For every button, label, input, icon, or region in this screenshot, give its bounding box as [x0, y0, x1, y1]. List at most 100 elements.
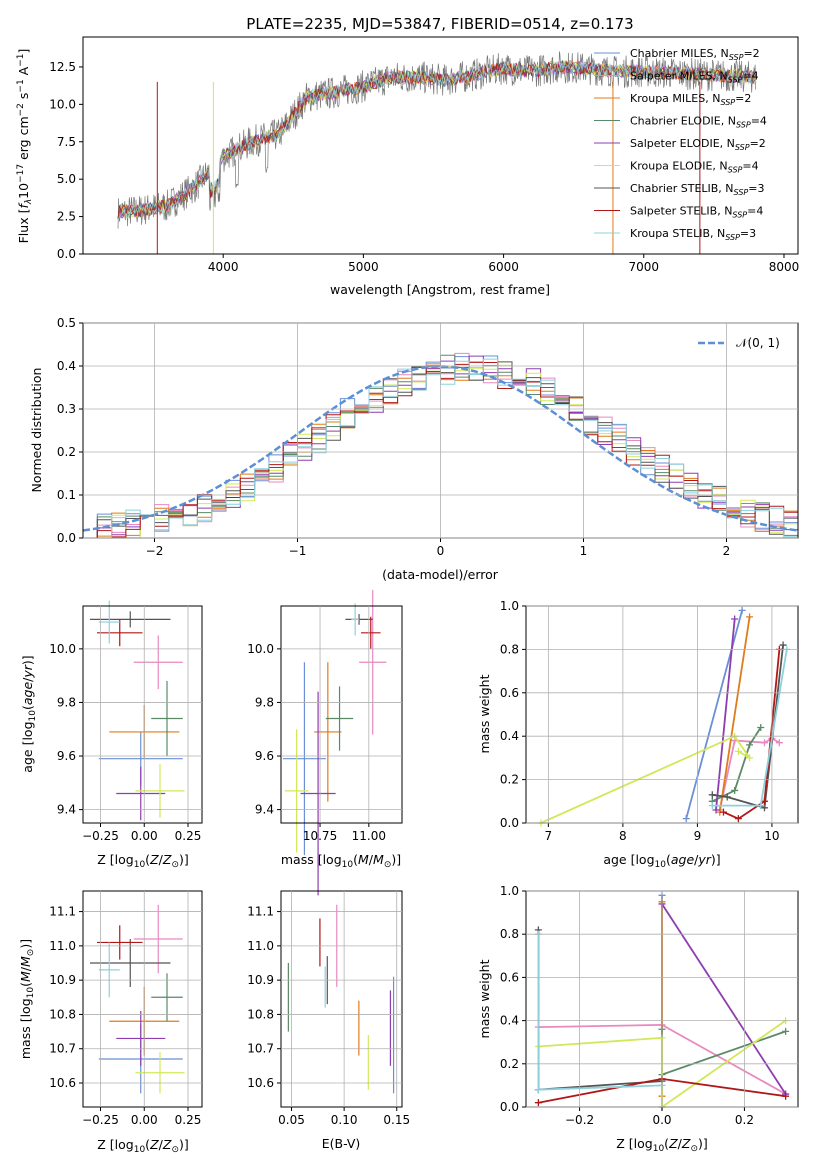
mass-weight-marker	[757, 802, 765, 810]
mass-weight-marker	[731, 615, 739, 623]
mass-weight-marker	[746, 741, 754, 749]
x-tick-label: 0.00	[131, 829, 158, 843]
y-tick-label: 9.8	[57, 695, 76, 709]
x-tick-label: −1	[289, 544, 307, 558]
mass-weight-marker	[534, 1099, 542, 1107]
residual-y-label: Normed distribution	[29, 368, 44, 493]
y-tick-label: 9.8	[255, 695, 274, 709]
spectrum-title: PLATE=2235, MJD=53847, FIBERID=0514, z=0…	[246, 15, 633, 33]
mass-vs-ebv-x-label: E(B-V)	[322, 1136, 361, 1151]
legend-label: Kroupa STELIB, NSSP=3	[630, 227, 756, 242]
y-tick-label: 10.0	[49, 642, 76, 656]
x-tick-label: 8000	[769, 260, 800, 274]
spectrum-x-label: wavelength [Angstrom, rest frame]	[330, 282, 550, 297]
mass-weight-marker	[731, 786, 739, 794]
mass-vs-z-panel: −0.25 0.00 0.25 10.6 10.7 10.8 10.9 11.0 11.1 Z …	[18, 890, 203, 1155]
y-tick-label: 10.7	[247, 1042, 274, 1056]
y-tick-label: 0.0	[500, 816, 519, 830]
mass-vs-ebv-axes-frame	[280, 890, 403, 1108]
x-tick-label: −2	[146, 544, 164, 558]
x-tick-label: 8	[619, 829, 627, 843]
mass-weight-marker	[746, 613, 754, 621]
normal-legend-label: 𝒩(0, 1)	[736, 336, 780, 350]
mass-weight-marker	[760, 739, 768, 747]
legend-label: Salpeter ELODIE, NSSP=2	[630, 137, 766, 152]
legend-label: Salpeter MILES, NSSP=4	[630, 70, 759, 85]
age-vs-z-panel: −0.25 0.00 0.25 9.4 9.6 9.8 10.0 Z [log10(Z/Z⊙…	[20, 600, 203, 870]
mass-weight-marker	[708, 802, 716, 810]
mass-weight-marker	[782, 1092, 790, 1100]
y-tick-label: 2.5	[57, 210, 76, 224]
weight-vs-age-y-label: mass weight	[477, 674, 492, 753]
residual-legend: 𝒩(0, 1)	[698, 336, 780, 350]
legend-label: Kroupa MILES, NSSP=2	[630, 92, 751, 107]
mass-weight-line	[715, 618, 736, 811]
y-tick-label: 0.0	[57, 531, 76, 545]
y-tick-label: 10.8	[49, 1007, 76, 1021]
residual-x-ticks: −2 −1 0 1 2 0.0 0.1 0.2 0.3 0.4 0.5	[57, 316, 798, 558]
mass-weight-line	[718, 616, 751, 813]
legend-label: Salpeter STELIB, NSSP=4	[630, 205, 763, 220]
weight-vs-z-y-label: mass weight	[477, 959, 492, 1038]
x-tick-label: −0.2	[565, 1113, 594, 1127]
mass-weight-line	[685, 610, 743, 819]
x-tick-label: −0.25	[82, 1113, 119, 1127]
y-tick-label: 9.4	[255, 803, 274, 817]
mass-weight-marker	[534, 1086, 542, 1094]
x-tick-label: 10	[764, 829, 779, 843]
spectrum-x-ticks: 4000 5000 6000 7000 8000 0.0 2.5 5.0 7.5 10.0 12.5	[49, 60, 799, 274]
model-spectrum-line	[117, 60, 757, 219]
mass-weight-line	[661, 903, 787, 1095]
y-tick-label: 0.0	[500, 1100, 519, 1114]
x-tick-label: 10.75	[303, 829, 337, 843]
y-tick-label: 0.2	[500, 1057, 519, 1071]
mass-vs-ebv-panel: 0.05 0.10 0.15 10.6 10.7 10.8 10.9 11.0 11.1 E(B…	[247, 890, 410, 1151]
x-tick-label: 9	[694, 829, 702, 843]
y-tick-label: 0.2	[57, 445, 76, 459]
x-tick-label: 0.15	[383, 1113, 410, 1127]
residual-x-label: (data-model)/error	[382, 567, 499, 582]
y-tick-label: 9.6	[57, 749, 76, 763]
y-tick-label: 10.6	[49, 1076, 76, 1090]
y-tick-label: 9.4	[57, 803, 76, 817]
spectrum-plot-area	[117, 51, 757, 254]
x-tick-label: 0.0	[652, 1113, 671, 1127]
y-tick-label: 1.0	[500, 599, 519, 613]
spectrum-legend: Chabrier MILES, NSSP=2 Salpeter MILES, NS…	[594, 47, 767, 242]
y-tick-label: 11.1	[247, 905, 274, 919]
x-tick-label: 6000	[488, 260, 519, 274]
age-vs-z-axes-frame	[82, 605, 203, 824]
age-vs-z-x-label: Z [log10(Z/Z⊙)]	[97, 852, 189, 870]
y-tick-label: 0.4	[500, 729, 519, 743]
legend-label: Chabrier ELODIE, NSSP=4	[630, 115, 767, 130]
y-tick-label: 0.4	[57, 359, 76, 373]
x-tick-label: 7	[545, 829, 553, 843]
y-tick-label: 0.6	[500, 686, 519, 700]
y-tick-label: 9.6	[255, 749, 274, 763]
legend-label: Kroupa ELODIE, NSSP=4	[630, 160, 759, 175]
model-spectrum-line	[117, 61, 757, 220]
mass-weight-marker	[734, 815, 742, 823]
age-vs-z-y-label: age [log10(age/yr)]	[20, 655, 38, 772]
mass-weight-marker	[746, 754, 754, 762]
spectrum-y-label: Flux [fλ10−17 erg cm−2 s−1 A−1]	[16, 49, 34, 244]
y-tick-label: 0.2	[500, 773, 519, 787]
legend-label: Chabrier MILES, NSSP=2	[630, 47, 760, 62]
y-tick-label: 0.1	[57, 488, 76, 502]
mass-weight-marker	[723, 793, 731, 801]
mass-weight-marker	[734, 747, 742, 755]
mass-weight-marker	[682, 815, 690, 823]
x-tick-label: 0	[437, 544, 445, 558]
spectrum-panel: PLATE=2235, MJD=53847, FIBERID=0514, z=0…	[16, 15, 799, 297]
y-tick-label: 7.5	[57, 135, 76, 149]
age-vs-mass-x-label: mass [log10(M/M⊙)]	[281, 852, 401, 870]
residual-panel: −2 −1 0 1 2 0.0 0.1 0.2 0.3 0.4 0.5 (data-model)/e…	[29, 316, 799, 582]
x-tick-label: 11.00	[352, 829, 386, 843]
y-tick-label: 10.0	[49, 97, 76, 111]
mass-vs-z-y-label: mass [log10(M/M⊙)]	[18, 939, 36, 1059]
mass-weight-marker	[757, 724, 765, 732]
y-tick-label: 10.8	[247, 1007, 274, 1021]
y-tick-label: 0.3	[57, 402, 76, 416]
y-tick-label: 11.1	[49, 905, 76, 919]
x-tick-label: 0.05	[278, 1113, 305, 1127]
